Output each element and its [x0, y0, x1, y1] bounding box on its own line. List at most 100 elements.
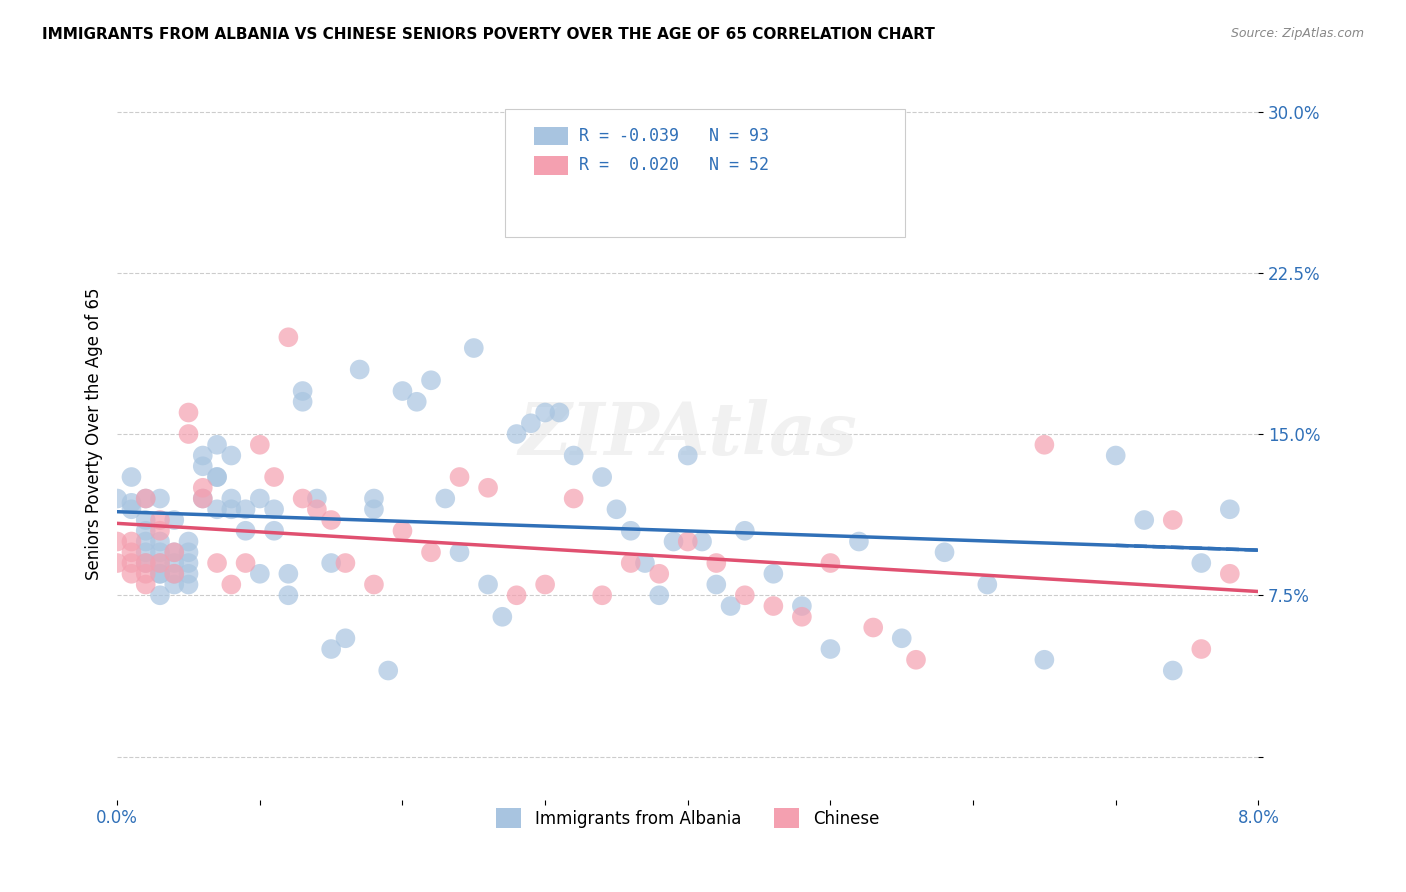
- Point: [820, 556, 842, 570]
- Point: [305, 491, 328, 506]
- Point: [576, 169, 599, 183]
- Point: [249, 491, 271, 506]
- Point: [1219, 502, 1241, 516]
- FancyBboxPatch shape: [534, 156, 568, 175]
- Point: [177, 427, 200, 442]
- Point: [120, 470, 142, 484]
- Point: [120, 496, 142, 510]
- Point: [135, 545, 157, 559]
- Point: [163, 513, 186, 527]
- Point: [191, 459, 214, 474]
- Point: [648, 588, 671, 602]
- Point: [734, 588, 756, 602]
- Point: [149, 491, 172, 506]
- Point: [163, 545, 186, 559]
- Point: [420, 373, 443, 387]
- Point: [848, 534, 870, 549]
- Point: [135, 491, 157, 506]
- Point: [135, 566, 157, 581]
- Point: [591, 588, 613, 602]
- Point: [221, 491, 243, 506]
- Point: [221, 502, 243, 516]
- Point: [149, 556, 172, 570]
- Point: [277, 330, 299, 344]
- Point: [177, 534, 200, 549]
- Text: R = -0.039   N = 93: R = -0.039 N = 93: [579, 128, 769, 145]
- Point: [135, 534, 157, 549]
- Point: [420, 545, 443, 559]
- Point: [149, 556, 172, 570]
- Point: [463, 341, 485, 355]
- Point: [120, 556, 142, 570]
- Point: [690, 534, 713, 549]
- Point: [704, 556, 727, 570]
- Point: [163, 566, 186, 581]
- Text: Source: ZipAtlas.com: Source: ZipAtlas.com: [1230, 27, 1364, 40]
- Point: [149, 513, 172, 527]
- Point: [505, 588, 527, 602]
- Point: [205, 556, 228, 570]
- Point: [249, 438, 271, 452]
- Point: [862, 621, 884, 635]
- Point: [263, 502, 285, 516]
- Point: [105, 556, 128, 570]
- Point: [349, 362, 371, 376]
- Point: [1219, 566, 1241, 581]
- Point: [221, 449, 243, 463]
- Point: [135, 491, 157, 506]
- Point: [291, 491, 314, 506]
- Point: [120, 566, 142, 581]
- Point: [120, 534, 142, 549]
- Point: [249, 566, 271, 581]
- Point: [363, 577, 385, 591]
- Point: [934, 545, 956, 559]
- Point: [890, 632, 912, 646]
- Point: [105, 534, 128, 549]
- Text: ZIPAtlas: ZIPAtlas: [519, 399, 858, 469]
- Point: [263, 470, 285, 484]
- Point: [321, 556, 343, 570]
- Point: [177, 545, 200, 559]
- Point: [363, 502, 385, 516]
- Point: [205, 470, 228, 484]
- Point: [720, 599, 742, 613]
- Point: [191, 481, 214, 495]
- Point: [205, 502, 228, 516]
- Point: [662, 534, 685, 549]
- Point: [1033, 653, 1056, 667]
- FancyBboxPatch shape: [534, 127, 568, 145]
- Point: [704, 577, 727, 591]
- Point: [149, 545, 172, 559]
- Point: [449, 545, 471, 559]
- Point: [321, 642, 343, 657]
- Point: [377, 664, 399, 678]
- Point: [591, 470, 613, 484]
- Text: R =  0.020   N = 52: R = 0.020 N = 52: [579, 156, 769, 174]
- Y-axis label: Seniors Poverty Over the Age of 65: Seniors Poverty Over the Age of 65: [86, 288, 103, 581]
- Point: [221, 577, 243, 591]
- Point: [734, 524, 756, 538]
- Point: [1033, 438, 1056, 452]
- Point: [163, 577, 186, 591]
- Point: [634, 556, 657, 570]
- Point: [976, 577, 998, 591]
- Point: [1189, 556, 1212, 570]
- FancyBboxPatch shape: [505, 109, 904, 236]
- Point: [177, 577, 200, 591]
- Point: [676, 449, 699, 463]
- Point: [277, 566, 299, 581]
- Point: [790, 609, 813, 624]
- Point: [477, 481, 499, 495]
- Point: [762, 566, 785, 581]
- Point: [191, 491, 214, 506]
- Point: [534, 405, 557, 419]
- Point: [177, 405, 200, 419]
- Point: [904, 653, 927, 667]
- Point: [605, 502, 627, 516]
- Point: [235, 502, 257, 516]
- Point: [1133, 513, 1156, 527]
- Point: [105, 491, 128, 506]
- Point: [135, 556, 157, 570]
- Legend: Immigrants from Albania, Chinese: Immigrants from Albania, Chinese: [489, 801, 886, 835]
- Point: [149, 566, 172, 581]
